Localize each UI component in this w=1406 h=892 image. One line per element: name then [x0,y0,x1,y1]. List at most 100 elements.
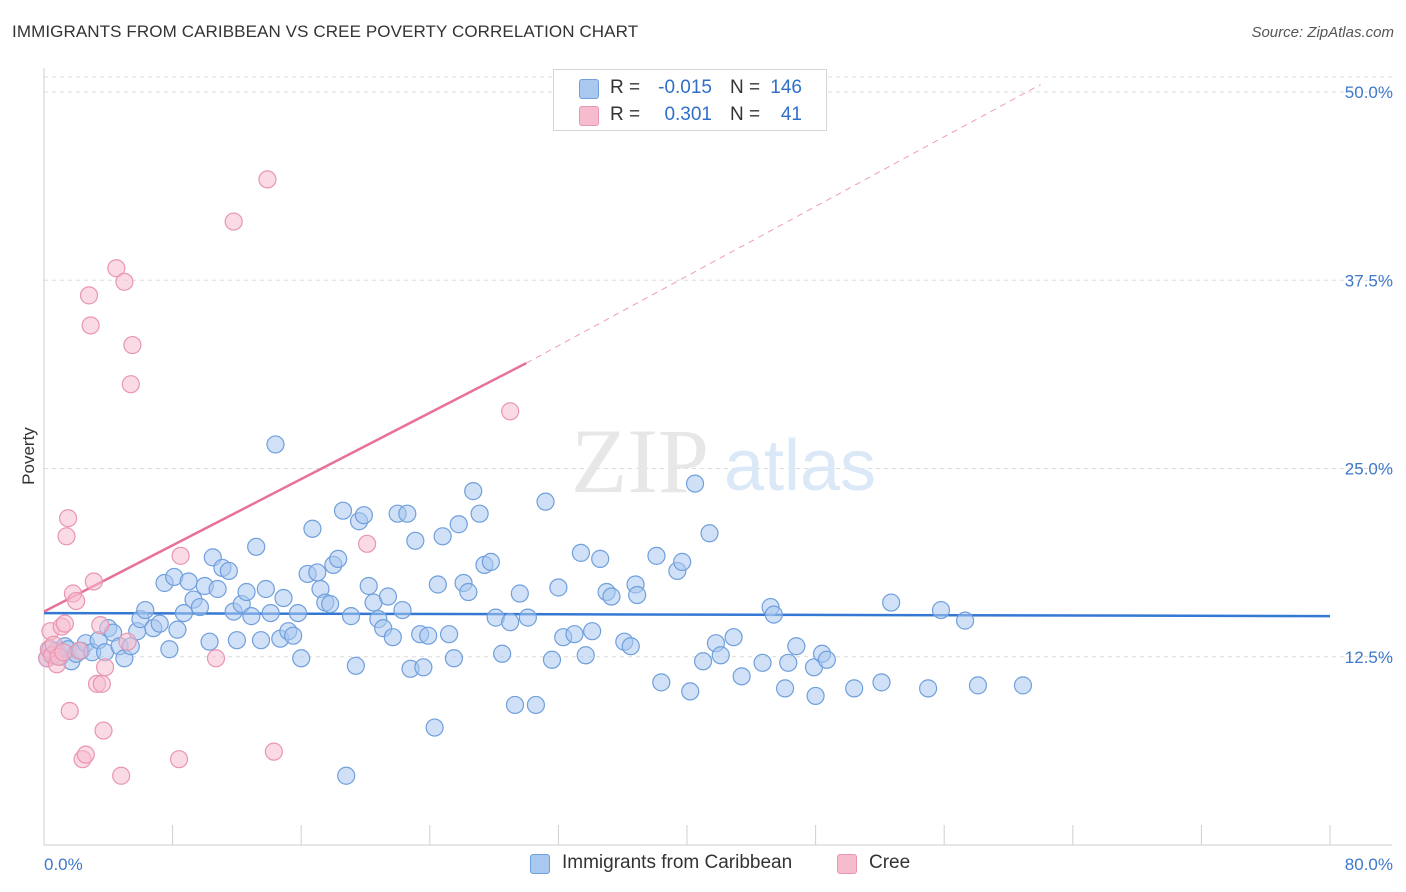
r-label: R = [610,104,641,125]
caribbean-point [174,603,193,623]
cree-point [358,534,377,553]
caribbean-point [359,576,378,596]
cree-point [91,616,110,635]
caribbean-point [711,646,730,665]
caribbean-point [237,582,256,602]
caribbean-point [628,585,647,605]
caribbean-point [190,597,210,617]
cree-point [76,745,95,764]
caribbean-point [337,766,356,785]
caribbean-point [274,588,293,608]
y-tick-label: 12.5% [1345,648,1393,667]
caribbean-point [449,515,468,534]
caribbean-point [247,537,266,556]
caribbean-point [168,620,187,639]
cree-point [118,632,137,651]
caribbean-point [919,679,938,698]
cree-trend-line [43,362,527,613]
caribbean-point [583,622,602,641]
caribbean-point [303,519,322,538]
n-value: 146 [770,77,802,98]
caribbean-point [501,613,520,632]
legend-label: Cree [869,852,911,873]
source-label: Source: ZipAtlas.com [1251,24,1394,41]
caribbean-point [565,625,584,644]
caribbean-point [150,614,169,633]
cree-point [79,286,99,305]
caribbean-point [433,527,452,546]
legend-label: Immigrants from Caribbean [562,852,793,873]
caribbean-point [393,600,412,620]
caribbean-point [219,561,238,581]
caribbean-point [518,608,537,627]
cree-point [264,742,283,761]
caribbean-point [955,611,975,630]
cree-legend-swatch [837,854,857,874]
caribbean-point [464,482,483,501]
cree-point [169,750,189,769]
cree-point [54,643,73,662]
caribbean-point [308,563,327,582]
caribbean-point [775,679,795,698]
caribbean-point [549,578,568,597]
grid-lines [44,76,1392,658]
caribbean-point [872,673,891,692]
caribbean-point [1013,676,1033,695]
cree-point [94,721,113,740]
caribbean-point [288,603,308,623]
cree-point [95,658,115,677]
cree-point [258,170,277,189]
y-axis-label: Poverty [19,427,38,485]
cree-point [123,335,142,355]
caribbean-point [341,607,361,626]
cree-point [171,546,190,565]
caribbean-point [732,667,751,686]
caribbean-point [817,650,836,669]
data-points [38,170,1033,785]
caribbean-point [806,686,825,706]
caribbean-point [329,549,348,568]
cree-point [67,591,86,611]
n-label: N = [730,77,761,98]
cree-point [501,402,520,421]
caribbean-point [571,543,591,562]
trend-lines [43,84,1331,618]
caribbean-point [673,552,692,571]
correlation-legend: R = -0.015 N = 146 R = 0.301 N = 41 [553,69,827,131]
caribbean-point [378,587,398,606]
caribbean-point [787,637,806,656]
caribbean-point [383,628,402,647]
legend-row-cree: R = 0.301 N = 41 [554,103,826,127]
caribbean-point [845,679,864,698]
cree-point [81,316,100,335]
caribbean-point [700,524,719,543]
caribbean-point [681,682,700,701]
caribbean-point [284,626,303,645]
caribbean-point [647,546,666,565]
caribbean-point [753,653,772,672]
legend-row-caribbean: R = -0.015 N = 146 [554,76,826,100]
caribbean-point [576,646,595,665]
cree-point [92,674,111,693]
caribbean-point [428,575,447,594]
caribbean-point [652,673,671,692]
cree-point [112,766,131,785]
caribbean-point [968,676,988,695]
cree-point [84,572,103,591]
n-value: 41 [780,104,802,125]
cree-point [59,509,78,528]
caribbean-point [208,579,227,599]
caribbean-point [444,649,464,668]
cree-point [55,614,74,633]
tick-labels: 12.5% 25.0% 37.5% 50.0% 0.0% 80.0% [44,83,1393,874]
caribbean-point [179,572,198,591]
r-label: R = [610,77,641,98]
caribbean-point [481,552,500,571]
y-tick-label: 50.0% [1345,83,1393,102]
x-tick-label: 0.0% [44,855,83,874]
caribbean-point [321,594,340,614]
caribbean-point [242,607,261,626]
caribbean-point [621,637,640,656]
caribbean-point [591,549,610,568]
